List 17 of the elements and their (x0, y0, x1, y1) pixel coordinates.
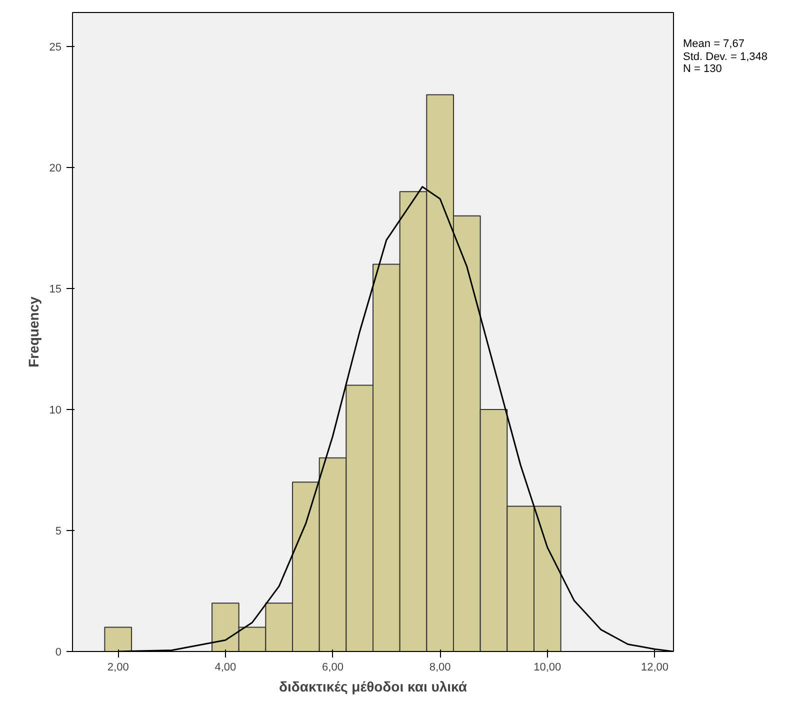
y-axis-title: Frequency (25, 296, 42, 368)
x-tick-label: 6,00 (322, 662, 344, 674)
y-tick-label: 5 (55, 525, 62, 538)
x-tick-label: 10,00 (534, 662, 562, 674)
y-tick-label: 20 (49, 162, 62, 174)
x-tick-label: 12,00 (640, 662, 668, 674)
x-tick-label: 4,00 (214, 662, 236, 674)
x-axis-title: διδακτικές μέθοδοι και υλικά (278, 678, 468, 694)
text: Std. Dev. = 1,348 (683, 50, 768, 63)
y-tick-label: 15 (49, 283, 62, 296)
text: Mean = 7,67 (683, 38, 744, 50)
x-tick-label: 2,00 (107, 662, 129, 674)
y-tick-label: 25 (49, 41, 62, 54)
x-tick-label: 8,00 (429, 662, 451, 674)
text: N = 130 (683, 63, 722, 76)
y-tick-label: 10 (49, 404, 62, 416)
y-tick-label: 0 (55, 646, 62, 658)
